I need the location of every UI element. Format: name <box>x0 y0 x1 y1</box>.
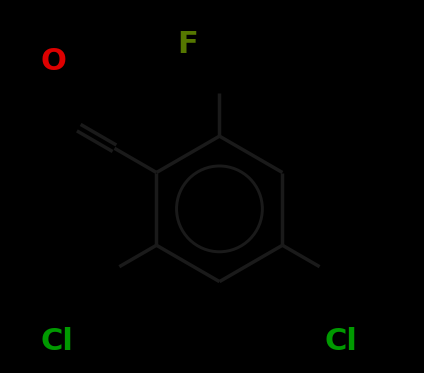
Text: F: F <box>177 30 198 59</box>
Text: Cl: Cl <box>41 327 74 356</box>
Text: O: O <box>41 47 67 76</box>
Text: Cl: Cl <box>324 327 357 356</box>
